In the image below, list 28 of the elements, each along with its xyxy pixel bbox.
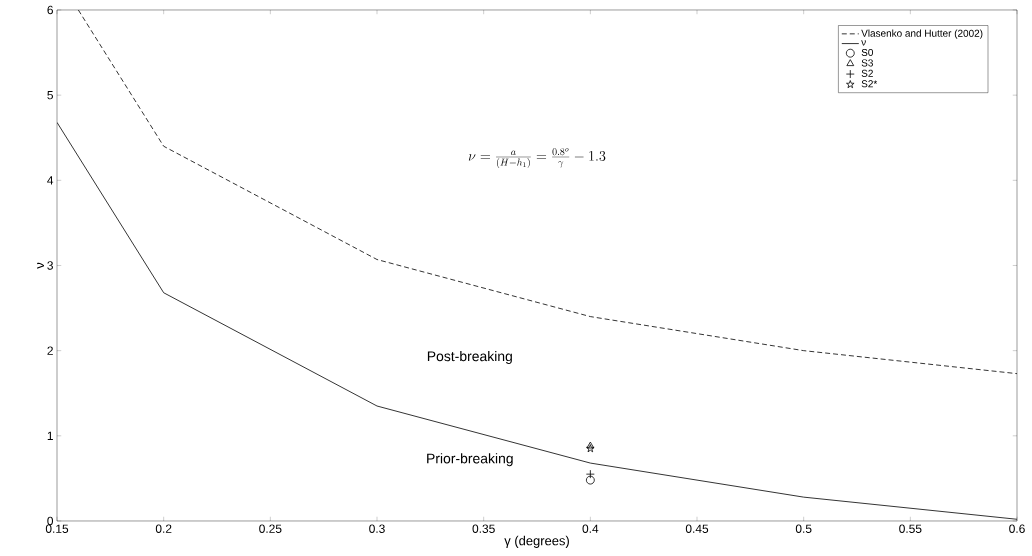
y-tick-label: 0	[47, 516, 54, 526]
annotation: $\nu=\frac{a}{(H-h_1)}=\frac{0.8^o}{\gamma}-1.3$	[468, 148, 606, 169]
y-tick-label: 1	[47, 431, 53, 440]
x-tick-label: 0.45	[685, 524, 709, 533]
legend-label: S3	[861, 59, 873, 67]
legend-label: S2	[861, 69, 873, 77]
annotation: Post-breaking	[427, 350, 512, 364]
x-tick-label: 0.2	[155, 524, 172, 533]
legend-label: ν	[861, 40, 866, 46]
y-tick-label: 2	[47, 346, 53, 355]
x-axis-title: γ (degrees)	[504, 535, 569, 548]
legend-label: S0	[861, 48, 873, 56]
y-axis-title: ν	[37, 262, 44, 269]
x-tick-label: 0.3	[369, 524, 385, 533]
y-tick-label: 5	[47, 90, 53, 100]
x-tick-label: 0.25	[259, 524, 282, 533]
x-tick-label: 0.6	[1009, 524, 1025, 533]
y-tick-label: 3	[47, 261, 53, 270]
x-tick-label: 0.35	[472, 524, 495, 533]
x-tick-label: 0.4	[582, 524, 599, 533]
legend-label: S2*	[861, 80, 878, 88]
x-tick-label: 0.5	[795, 524, 812, 533]
y-tick-label: 4	[47, 176, 54, 185]
annotation: Prior-breaking	[427, 453, 513, 467]
legend-label: Vlasenko and Hutter (2002)	[861, 29, 983, 39]
x-tick-label: 0.15	[45, 524, 69, 533]
x-tick-label: 0.55	[899, 524, 922, 533]
y-tick-label: 6	[47, 5, 53, 15]
